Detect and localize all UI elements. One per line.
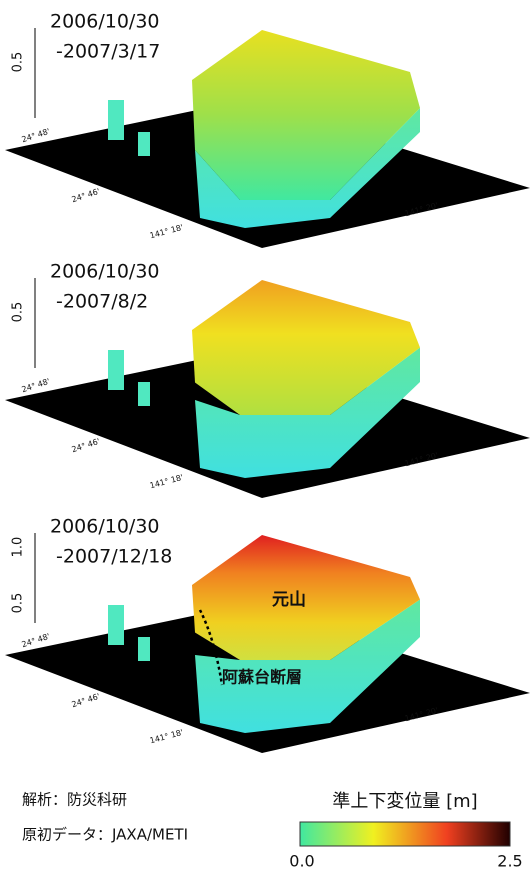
lon-label: 141° 18'	[149, 473, 184, 491]
lon-label: 141° 18'	[149, 223, 184, 241]
z-tick-label: 0.5	[11, 52, 26, 73]
date-start: 2006/10/30	[50, 261, 160, 283]
date-start: 2006/10/30	[50, 516, 160, 538]
pillar	[138, 637, 150, 661]
z-tick-label: 1.0	[11, 537, 26, 558]
date-end: -2007/8/2	[56, 291, 148, 313]
lon-label: 141° 18'	[149, 728, 184, 746]
date-end: -2007/12/18	[56, 546, 172, 568]
colorbar-max: 2.5	[497, 852, 522, 871]
pillar	[138, 132, 150, 156]
colorbar-title: 準上下変位量 [m]	[332, 791, 477, 812]
lat-label: 24° 46'	[71, 187, 101, 205]
analysis-credit: 解析：防災科研	[22, 791, 127, 809]
annotation: 元山	[272, 590, 306, 610]
pillar	[138, 382, 150, 406]
pillar	[108, 605, 124, 645]
lat-label: 24° 46'	[71, 437, 101, 455]
date-start: 2006/10/30	[50, 11, 160, 33]
pillar	[108, 350, 124, 390]
annotation: 阿蘇台断層	[222, 668, 302, 687]
colorbar-min: 0.0	[289, 852, 314, 871]
lat-label: 24° 46'	[71, 692, 101, 710]
z-tick-label: 0.5	[11, 593, 26, 614]
figure: 0.52006/10/30-2007/3/1724° 48'24° 46'141…	[0, 0, 530, 873]
date-end: -2007/3/17	[56, 41, 160, 63]
z-tick-label: 0.5	[11, 302, 26, 323]
pillar	[108, 100, 124, 140]
colorbar	[300, 822, 510, 846]
data-credit: 原初データ：JAXA/METI	[22, 826, 188, 844]
